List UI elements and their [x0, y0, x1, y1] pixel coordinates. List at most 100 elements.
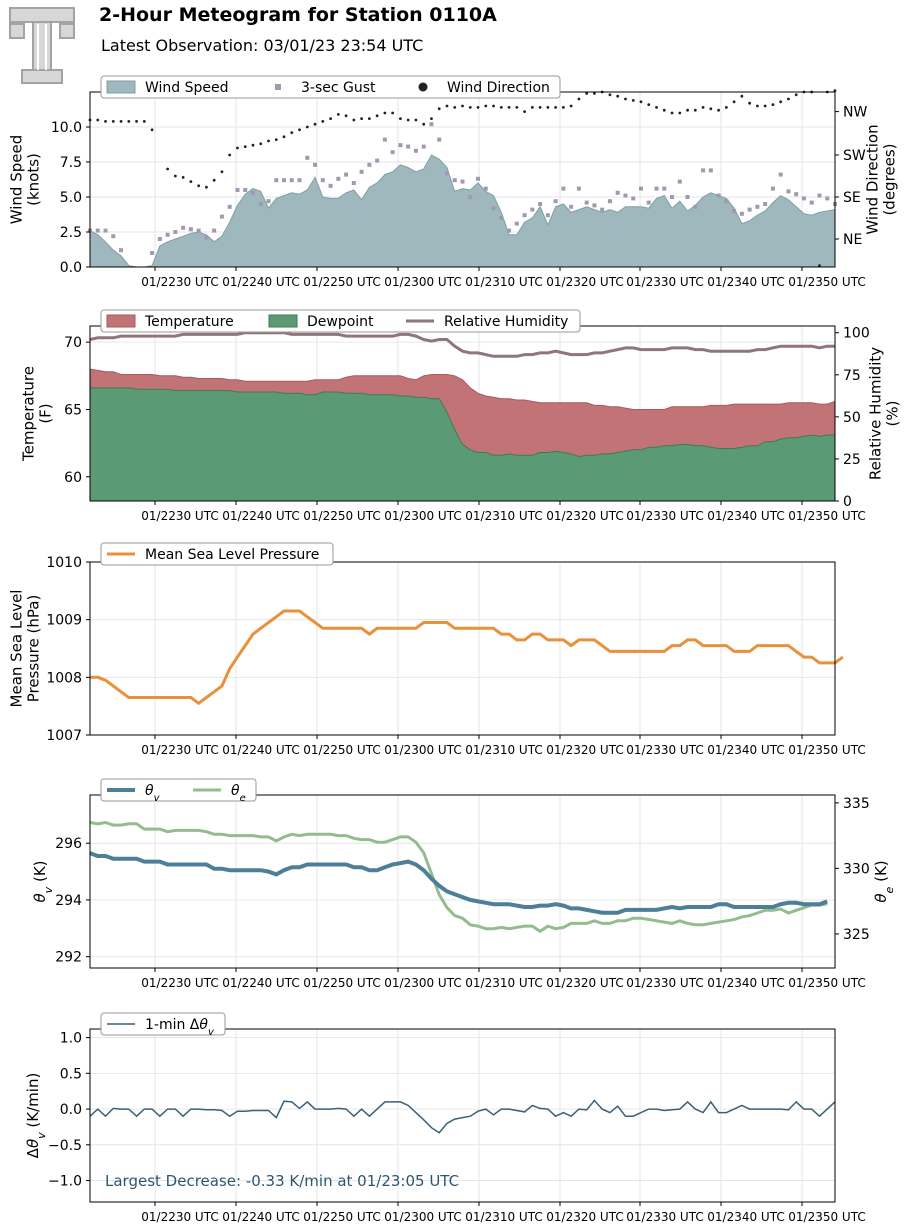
x-tick-label: 01/2310 UTC [465, 743, 542, 757]
x-tick-label: 01/2230 UTC [141, 509, 218, 523]
y2-tick-label: 50 [843, 410, 861, 426]
gust-marker [600, 207, 605, 212]
gust-marker [685, 195, 690, 199]
direction-marker [445, 104, 449, 108]
gust-marker [538, 202, 543, 206]
direction-marker [492, 104, 495, 108]
gust-marker [297, 178, 302, 183]
gust-marker [188, 227, 193, 232]
gust-marker [631, 196, 636, 201]
legend-box [100, 542, 334, 566]
gust-marker [429, 122, 434, 127]
y2-tick-label: NE [843, 232, 862, 248]
x-tick-label: 01/2320 UTC [546, 743, 623, 757]
gust-marker [359, 169, 364, 174]
direction-marker [639, 100, 643, 104]
x-tick-label: 01/2240 UTC [222, 743, 299, 757]
theta-v-axis-label: θv (K) [31, 860, 55, 902]
direction-marker [414, 118, 418, 122]
y-tick-label: −0.5 [48, 1138, 82, 1154]
x-tick-label: 01/2350 UTC [788, 976, 865, 990]
gust-marker [344, 172, 349, 177]
gust-marker [181, 225, 186, 230]
direction-marker [298, 128, 301, 132]
gust-marker [755, 204, 760, 209]
gust-marker [266, 199, 271, 204]
gust-marker [437, 137, 442, 142]
direction-marker [779, 100, 783, 104]
direction-marker [367, 117, 371, 120]
direction-marker [724, 106, 728, 109]
x-tick-label: 01/2310 UTC [465, 509, 542, 523]
y2-tick-label: 75 [843, 368, 861, 384]
gust-marker [732, 209, 737, 213]
gust-marker [507, 228, 512, 233]
direction-marker [422, 122, 426, 126]
direction-marker [530, 106, 534, 109]
gust-marker [367, 162, 372, 167]
legend-box [100, 778, 257, 802]
gust-marker [530, 207, 535, 212]
gust-marker [592, 203, 597, 208]
direction-marker [243, 145, 247, 149]
direction-marker [282, 135, 286, 139]
gust-marker [250, 190, 255, 195]
y-tick-label: 1007 [46, 728, 82, 744]
direction-marker [313, 122, 317, 126]
x-tick-label: 01/2230 UTC [141, 275, 218, 289]
plot-frame [89, 794, 836, 969]
gust-marker [747, 207, 752, 212]
gust-marker [770, 186, 775, 191]
direction-marker [344, 114, 348, 118]
x-tick-label: 01/2250 UTC [303, 976, 380, 990]
gust-marker [289, 178, 294, 183]
legend-label: Wind Direction [447, 80, 550, 96]
direction-marker [383, 111, 387, 115]
direction-marker [197, 184, 201, 188]
x-tick-label: 01/2230 UTC [141, 743, 218, 757]
direction-marker [678, 111, 682, 115]
direction-marker [476, 106, 480, 109]
x-tick-label: 01/2240 UTC [222, 275, 299, 289]
x-tick-label: 01/2340 UTC [707, 976, 784, 990]
direction-marker [755, 104, 759, 108]
direction-marker [561, 106, 565, 109]
gust-marker [460, 179, 465, 184]
direction-marker [267, 139, 270, 143]
legend-label: Wind Speed [145, 80, 229, 96]
direction-marker [538, 106, 542, 109]
gust-marker [235, 188, 240, 192]
gust-marker [693, 204, 698, 209]
y2-tick-label: NW [843, 105, 867, 121]
direction-marker [655, 106, 658, 109]
direction-marker [111, 120, 115, 123]
gust-marker [336, 176, 341, 181]
x-tick-label: 01/2350 UTC [788, 743, 865, 757]
direction-marker [608, 93, 612, 97]
gust-marker [375, 158, 380, 163]
x-tick-label: 01/2350 UTC [788, 509, 865, 523]
x-tick-label: 01/2320 UTC [546, 509, 623, 523]
y-tick-label: 10.0 [51, 120, 82, 136]
legend-swatch [106, 314, 136, 328]
gust-marker [258, 202, 263, 206]
direction-marker [391, 111, 395, 115]
x-tick-label: 01/2330 UTC [626, 509, 703, 523]
gust-marker [499, 216, 504, 220]
plot-frame [89, 1028, 836, 1203]
gust-marker [476, 176, 481, 181]
gust-marker [553, 199, 558, 204]
direction-marker [833, 89, 837, 92]
direction-marker [771, 103, 775, 106]
direction-marker [228, 153, 232, 157]
gust-marker [204, 235, 209, 240]
gust-marker [227, 204, 232, 209]
direction-marker [523, 110, 526, 113]
gust-marker [274, 178, 279, 183]
y-tick-label: 60 [64, 470, 82, 486]
direction-marker [290, 131, 294, 135]
x-tick-label: 01/2250 UTC [303, 275, 380, 289]
legend-label: Temperature [144, 314, 234, 330]
gust-marker [398, 143, 403, 148]
